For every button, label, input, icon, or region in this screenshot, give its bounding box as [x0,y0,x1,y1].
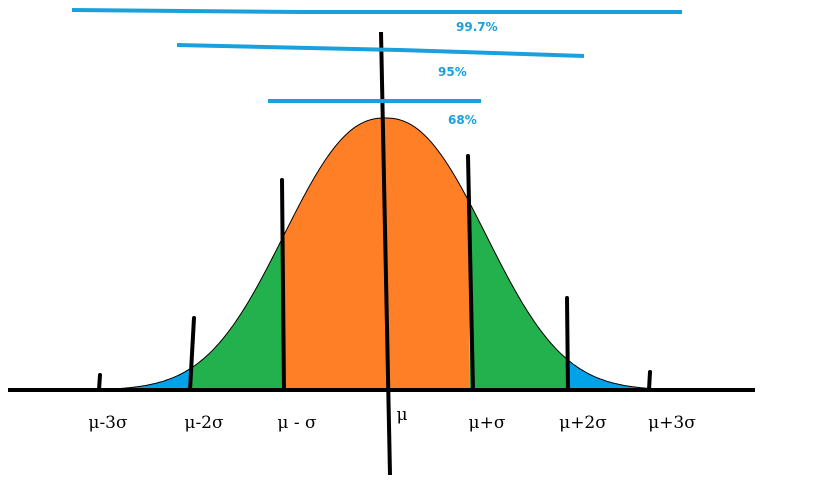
axis-label: μ+2σ [559,413,607,433]
sigma-line [188,316,196,392]
axis-label: μ+σ [469,413,506,433]
regions [55,118,690,390]
sigma-line [97,373,102,392]
range-bar [176,43,585,58]
axis-label: μ-3σ [88,413,128,433]
range-bar [71,8,682,14]
axis-label: μ [396,405,407,425]
region [55,368,192,390]
sigma-line [280,178,286,392]
sigma-line [647,370,652,392]
axis-label: μ+3σ [648,413,696,433]
region [283,118,470,390]
range-label: 99.7% [456,20,498,34]
range-bars [71,8,682,103]
bell-curve [55,117,690,391]
y-axis [379,31,392,476]
region [192,238,283,390]
axis-label: μ-2σ [184,413,224,433]
axis-label: μ - σ [277,413,317,433]
range-label: 68% [448,113,477,127]
range-label: 95% [438,65,467,79]
sigma-line [466,154,475,392]
sigma-line [565,296,570,392]
region [470,203,568,390]
region [568,360,690,390]
sigma-lines [97,154,652,392]
